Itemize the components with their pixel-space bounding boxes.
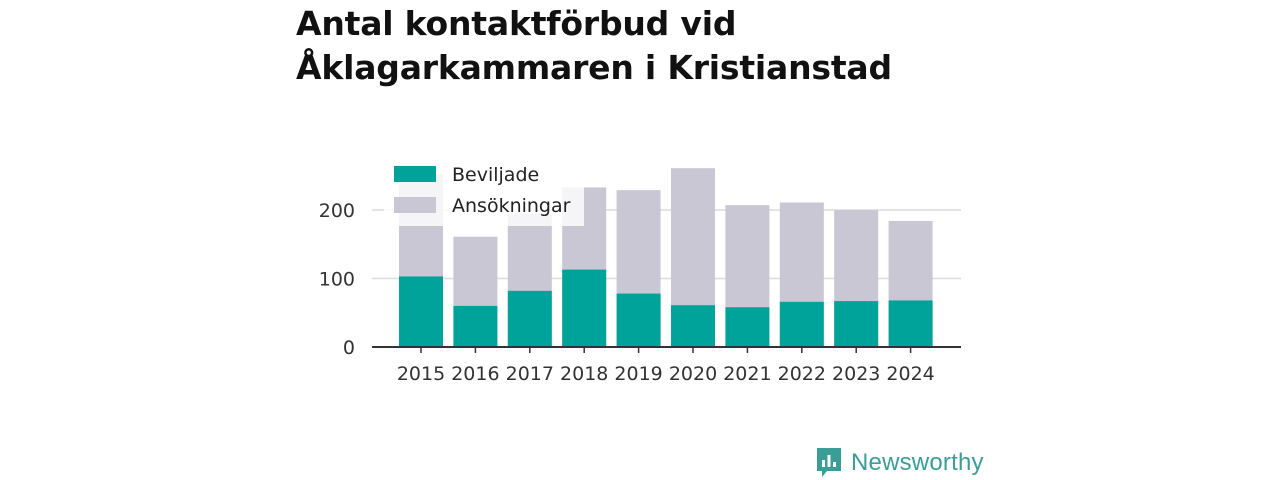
bar-beviljade-2019 — [616, 293, 661, 347]
legend-swatch-ansökningar — [394, 197, 436, 213]
y-tick-label: 100 — [319, 269, 355, 291]
legend-label-beviljade: Beviljade — [452, 164, 539, 186]
x-tick-label: 2019 — [614, 363, 662, 385]
bar-beviljade-2022 — [779, 301, 824, 347]
legend-swatch-beviljade — [394, 166, 436, 182]
y-tick-label: 0 — [343, 337, 355, 359]
newsworthy-brand: Newsworthy — [815, 446, 984, 480]
x-tick-label: 2023 — [832, 363, 880, 385]
x-tick-label: 2016 — [451, 363, 499, 385]
bar-beviljade-2021 — [725, 307, 770, 347]
chart-title-line-1: Antal kontaktförbud vid — [296, 4, 737, 43]
bar-beviljade-2024 — [888, 300, 933, 347]
bars — [399, 168, 933, 347]
x-tick-label: 2020 — [669, 363, 717, 385]
y-tick-label: 200 — [319, 200, 355, 222]
legend: Beviljade Ansökningar — [384, 158, 584, 226]
newsworthy-logo-icon — [817, 448, 841, 477]
x-tick-label: 2018 — [560, 363, 608, 385]
bar-beviljade-2016 — [453, 305, 498, 347]
bar-beviljade-2018 — [562, 269, 607, 347]
axes: 0 100 200 2015 2016 2017 2018 2019 2020 2021 2022 2… — [319, 200, 961, 385]
chart-title-line-2: Åklagarkammaren i Kristianstad — [296, 48, 892, 87]
x-tick-label: 2021 — [723, 363, 771, 385]
bar-beviljade-2020 — [671, 305, 715, 347]
brand-name: Newsworthy — [851, 449, 984, 476]
x-tick-label: 2024 — [886, 363, 934, 385]
x-tick-label: 2022 — [778, 363, 826, 385]
x-tick-label: 2015 — [397, 363, 445, 385]
x-tick-label: 2017 — [506, 363, 554, 385]
bar-beviljade-2023 — [834, 301, 879, 347]
bar-beviljade-2015 — [399, 276, 443, 347]
chart-title: Antal kontaktförbud vid Åklagarkammaren … — [296, 2, 996, 90]
bar-beviljade-2017 — [507, 290, 552, 347]
legend-label-ansökningar: Ansökningar — [452, 195, 571, 217]
